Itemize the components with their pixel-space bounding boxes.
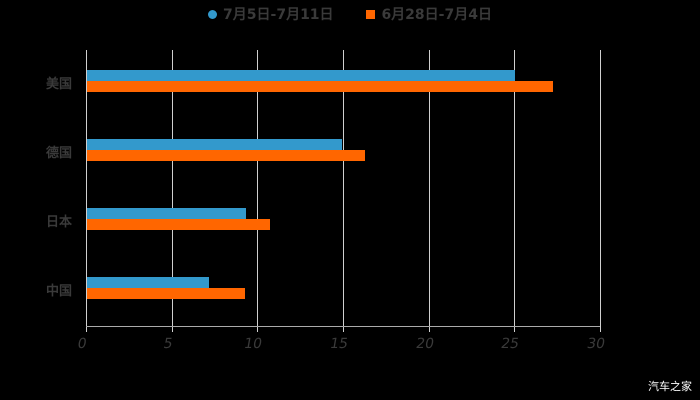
plot-area (86, 50, 600, 326)
legend-circle-icon (208, 10, 217, 19)
x-tick-label: 0 (76, 336, 88, 352)
y-category-label: 日本 (46, 211, 72, 230)
x-tick-label: 20 (415, 336, 436, 352)
watermark: 汽车之家 (648, 378, 692, 394)
axis-tick (600, 326, 601, 332)
bar-1[interactable] (87, 208, 246, 219)
bar-1[interactable] (87, 139, 342, 150)
y-category-label: 德国 (46, 142, 72, 161)
x-axis-line (86, 326, 600, 327)
x-tick-label: 5 (162, 336, 174, 352)
x-tick-label: 30 (586, 336, 607, 352)
legend-label: 7月5日-7月11日 (223, 4, 334, 24)
bar-1[interactable] (87, 277, 209, 288)
bar-2[interactable] (87, 81, 553, 92)
bar-2[interactable] (87, 288, 245, 299)
bar-2[interactable] (87, 219, 270, 230)
x-tick-label: 25 (500, 336, 521, 352)
chart-legend: 7月5日-7月11日 6月28日-7月4日 (0, 4, 700, 24)
x-tick-label: 15 (329, 336, 350, 352)
bar-1[interactable] (87, 70, 515, 81)
legend-item-series-2[interactable]: 6月28日-7月4日 (366, 4, 492, 24)
legend-square-icon (366, 10, 375, 19)
gridline (600, 50, 601, 326)
x-tick-label: 10 (243, 336, 264, 352)
legend-item-series-1[interactable]: 7月5日-7月11日 (208, 4, 334, 24)
y-category-label: 美国 (46, 73, 72, 92)
bar-2[interactable] (87, 150, 365, 161)
legend-label: 6月28日-7月4日 (381, 4, 492, 24)
y-category-label: 中国 (46, 280, 72, 299)
